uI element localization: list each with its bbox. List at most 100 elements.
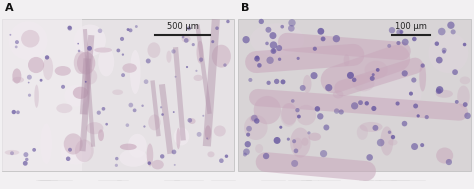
Circle shape bbox=[420, 64, 425, 68]
Ellipse shape bbox=[73, 87, 88, 99]
Ellipse shape bbox=[94, 47, 112, 53]
Circle shape bbox=[281, 25, 284, 29]
Circle shape bbox=[321, 36, 326, 41]
Circle shape bbox=[188, 118, 192, 123]
Circle shape bbox=[276, 45, 282, 51]
Ellipse shape bbox=[205, 125, 211, 140]
Ellipse shape bbox=[146, 143, 153, 167]
Ellipse shape bbox=[34, 85, 39, 108]
Ellipse shape bbox=[152, 160, 164, 169]
Ellipse shape bbox=[309, 133, 321, 141]
Circle shape bbox=[278, 58, 281, 61]
Circle shape bbox=[97, 111, 101, 115]
Circle shape bbox=[172, 49, 176, 53]
Circle shape bbox=[395, 101, 400, 106]
Ellipse shape bbox=[360, 122, 383, 132]
Circle shape bbox=[325, 84, 332, 91]
Circle shape bbox=[401, 70, 408, 77]
Circle shape bbox=[297, 57, 300, 60]
Circle shape bbox=[436, 86, 443, 93]
Circle shape bbox=[202, 115, 204, 117]
Circle shape bbox=[248, 78, 252, 82]
Ellipse shape bbox=[365, 61, 388, 79]
Ellipse shape bbox=[21, 30, 39, 47]
Circle shape bbox=[15, 40, 19, 44]
Circle shape bbox=[174, 164, 176, 166]
Circle shape bbox=[251, 115, 258, 121]
Text: A: A bbox=[5, 3, 14, 13]
Circle shape bbox=[128, 28, 132, 32]
Ellipse shape bbox=[293, 138, 302, 150]
Circle shape bbox=[288, 19, 296, 26]
Ellipse shape bbox=[74, 25, 106, 56]
Circle shape bbox=[10, 151, 14, 155]
Circle shape bbox=[402, 39, 409, 46]
Circle shape bbox=[371, 106, 376, 111]
Circle shape bbox=[117, 49, 120, 52]
Circle shape bbox=[147, 161, 151, 165]
Circle shape bbox=[173, 111, 175, 113]
Circle shape bbox=[358, 100, 363, 105]
Circle shape bbox=[352, 78, 356, 82]
Ellipse shape bbox=[208, 151, 215, 157]
Circle shape bbox=[288, 25, 295, 32]
Ellipse shape bbox=[122, 63, 137, 73]
Circle shape bbox=[388, 130, 391, 134]
Circle shape bbox=[28, 94, 31, 97]
Ellipse shape bbox=[436, 147, 453, 163]
Ellipse shape bbox=[98, 47, 114, 76]
Circle shape bbox=[126, 123, 129, 127]
Circle shape bbox=[265, 42, 269, 45]
Circle shape bbox=[127, 28, 129, 31]
Ellipse shape bbox=[244, 115, 268, 140]
Circle shape bbox=[133, 108, 137, 112]
Circle shape bbox=[255, 56, 259, 60]
Circle shape bbox=[9, 34, 11, 36]
Circle shape bbox=[98, 29, 102, 33]
Circle shape bbox=[245, 141, 251, 147]
Circle shape bbox=[243, 153, 247, 156]
Circle shape bbox=[436, 88, 441, 94]
Circle shape bbox=[135, 25, 138, 28]
Circle shape bbox=[121, 73, 125, 77]
Bar bbox=[2, 19, 82, 171]
Circle shape bbox=[464, 112, 471, 119]
Ellipse shape bbox=[166, 51, 172, 63]
Ellipse shape bbox=[176, 128, 181, 149]
Text: 100 μm: 100 μm bbox=[395, 22, 427, 31]
Circle shape bbox=[61, 85, 65, 89]
Circle shape bbox=[128, 103, 133, 107]
Circle shape bbox=[146, 59, 151, 64]
Ellipse shape bbox=[357, 125, 368, 140]
Circle shape bbox=[372, 73, 375, 76]
Circle shape bbox=[77, 43, 79, 44]
Circle shape bbox=[211, 40, 214, 43]
Ellipse shape bbox=[250, 115, 258, 122]
Circle shape bbox=[315, 106, 320, 112]
Circle shape bbox=[184, 38, 189, 43]
Circle shape bbox=[160, 106, 162, 108]
Circle shape bbox=[161, 113, 164, 116]
Ellipse shape bbox=[296, 105, 316, 125]
Circle shape bbox=[266, 57, 274, 64]
Ellipse shape bbox=[61, 138, 91, 165]
Circle shape bbox=[411, 143, 418, 150]
Ellipse shape bbox=[83, 69, 97, 84]
Circle shape bbox=[281, 79, 285, 84]
Circle shape bbox=[27, 75, 32, 80]
Circle shape bbox=[411, 77, 416, 83]
Ellipse shape bbox=[119, 149, 147, 167]
Circle shape bbox=[265, 27, 271, 33]
Circle shape bbox=[401, 121, 407, 126]
Circle shape bbox=[339, 109, 344, 115]
Circle shape bbox=[246, 132, 250, 137]
Circle shape bbox=[219, 158, 224, 163]
Circle shape bbox=[12, 110, 16, 114]
Ellipse shape bbox=[12, 77, 24, 83]
Text: B: B bbox=[241, 3, 249, 13]
Circle shape bbox=[143, 125, 146, 128]
Ellipse shape bbox=[290, 128, 310, 158]
Circle shape bbox=[78, 50, 80, 52]
Circle shape bbox=[182, 36, 184, 38]
Circle shape bbox=[67, 26, 72, 30]
